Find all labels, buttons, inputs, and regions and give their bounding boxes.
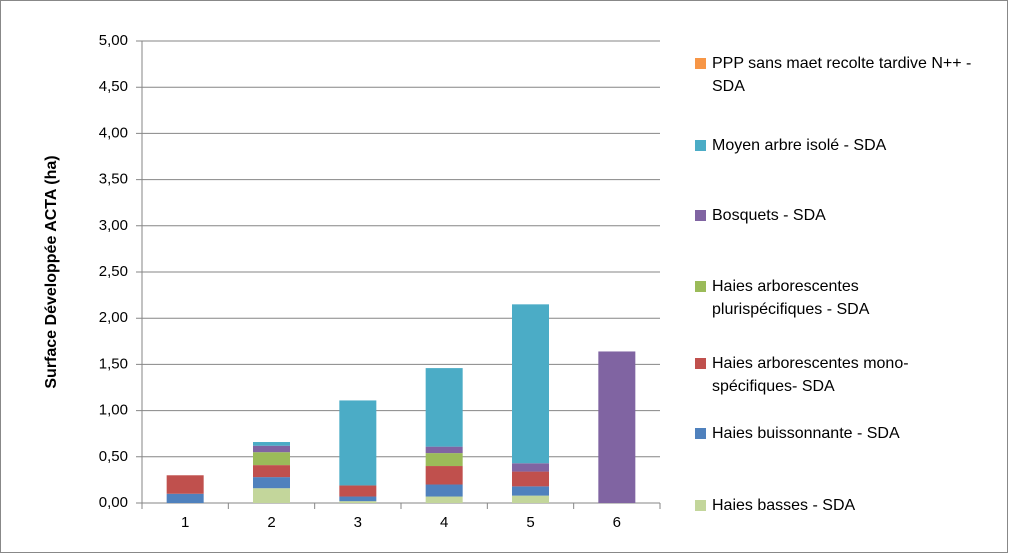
bar-segment — [512, 495, 549, 503]
y-tick-label: 3,00 — [99, 217, 128, 234]
bar-segment — [512, 471, 549, 487]
legend-swatch — [695, 428, 706, 439]
bar-segment — [339, 485, 377, 497]
y-axis-title: Surface Développée ACTA (ha) — [43, 155, 60, 388]
legend-label: Moyen arbre isolé - SDA — [712, 136, 887, 154]
legend-swatch — [695, 58, 706, 69]
x-tick-label: 2 — [267, 514, 275, 531]
legend-label: Haies arborescentes mono-spécifiques- SD… — [712, 355, 909, 395]
legend-label: Bosquets - SDA — [712, 206, 826, 224]
y-tick-label: 2,00 — [99, 309, 128, 326]
legend-swatch — [695, 140, 706, 151]
legend-label: Haies basses - SDA — [712, 496, 856, 514]
y-tick-label: 3,50 — [99, 171, 128, 188]
x-tick-label: 6 — [613, 514, 621, 531]
legend-label: Haies arborescentes plurispécifiques - S… — [712, 278, 870, 318]
y-tick-label: 2,50 — [99, 263, 128, 280]
legend-label: PPP sans maet recolte tardive N++ - SDA — [712, 55, 972, 95]
bar-segment — [253, 452, 290, 466]
bar-segment — [339, 496, 377, 502]
bar-segment — [253, 488, 290, 503]
y-tick-label: 4,00 — [99, 124, 128, 141]
y-tick-label: 0,00 — [99, 494, 128, 511]
bar-segment — [512, 304, 549, 464]
y-tick-label: 4,50 — [99, 78, 128, 95]
bar-segment — [512, 463, 549, 472]
x-tick-label: 1 — [181, 514, 189, 531]
legend-swatch — [695, 210, 706, 221]
bar-segment — [425, 496, 463, 503]
bar-segment — [512, 486, 549, 496]
bar-segment — [425, 466, 463, 485]
x-tick-label: 4 — [440, 514, 448, 531]
bar-segment — [253, 465, 290, 478]
y-tick-label: 1,50 — [99, 355, 128, 372]
bar-segment — [166, 475, 204, 494]
legend-label: Haies buissonnante - SDA — [712, 424, 900, 442]
bar-segment — [253, 477, 290, 489]
legend-swatch — [695, 358, 706, 369]
bar-segment — [253, 445, 290, 453]
bar-segment — [253, 442, 290, 446]
bar-segment — [598, 351, 636, 503]
y-tick-label: 1,00 — [99, 402, 128, 419]
x-tick-label: 3 — [354, 514, 362, 531]
legend-swatch — [695, 500, 706, 511]
bar-segment — [425, 453, 463, 467]
y-tick-label: 5,00 — [99, 32, 128, 49]
bar-segment — [339, 400, 377, 486]
bar-segment — [425, 446, 463, 454]
bar-segment — [339, 501, 377, 503]
legend-swatch — [695, 281, 706, 292]
x-tick-label: 5 — [526, 514, 534, 531]
y-tick-label: 0,50 — [99, 448, 128, 465]
bar-segment — [425, 368, 463, 447]
bar-segment — [425, 484, 463, 497]
bar-segment — [166, 493, 204, 503]
